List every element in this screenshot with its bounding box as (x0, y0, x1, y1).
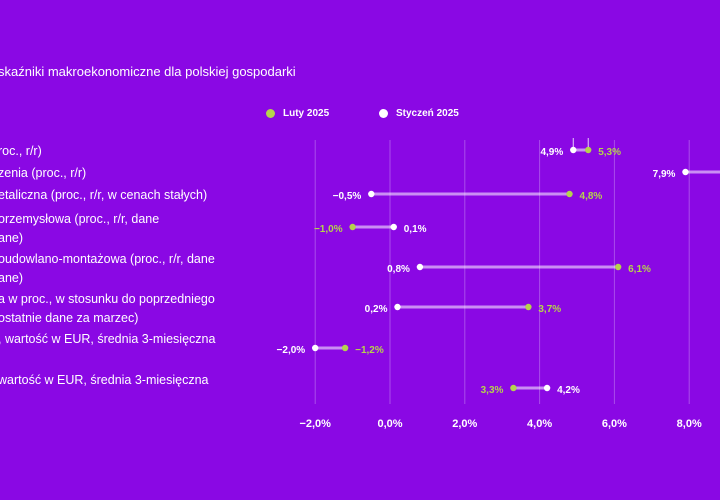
row-label: etaliczna (proc., r/r, w cenach stałych) (0, 186, 207, 205)
x-tick-label: 8,0% (677, 418, 702, 430)
value-label-jan: 7,9% (653, 169, 676, 180)
row-label: zenia (proc., r/r) (0, 164, 86, 183)
row-label-line: oudowlano-montażowa (proc., r/r, dane (0, 252, 215, 266)
legend-item-feb[interactable]: Luty 2025 (266, 108, 329, 119)
point-jan (570, 146, 577, 154)
point-feb (585, 146, 592, 154)
point-feb (341, 344, 349, 352)
point-jan (543, 384, 551, 392)
legend-label-jan: Styczeń 2025 (396, 108, 459, 119)
value-label-jan: 0,1% (404, 224, 427, 235)
row-label-line: ane) (0, 271, 24, 285)
row-label: , wartość w EUR, średnia 3-miesięczna (0, 330, 215, 349)
x-tick-label: 0,0% (377, 418, 402, 430)
point-feb (566, 190, 573, 198)
legend-label-feb: Luty 2025 (283, 108, 330, 119)
chart-title: skaźniki makroekonomiczne dla polskiej g… (0, 64, 296, 79)
value-label-jan: 4,2% (557, 385, 580, 396)
value-label-feb: −1,0% (314, 224, 343, 235)
row-label: oudowlano-montażowa (proc., r/r, dane ane… (0, 250, 215, 288)
point-jan (390, 223, 397, 231)
point-feb (510, 384, 517, 392)
row-label-line: orzemysłowa (proc., r/r, dane (0, 212, 160, 226)
point-jan (416, 263, 424, 271)
value-label-feb: 3,7% (538, 304, 561, 315)
value-label-jan: 4,9% (540, 147, 563, 158)
value-label-feb: 5,3% (598, 147, 621, 158)
point-jan (312, 344, 319, 352)
row-label-line: zenia (proc., r/r) (0, 166, 87, 180)
point-feb (525, 303, 532, 311)
value-label-feb: 4,8% (580, 191, 603, 202)
x-tick-label: 2,0% (452, 418, 477, 430)
value-label-jan: −2,0% (277, 345, 306, 356)
row-label-line: roc., r/r) (0, 144, 42, 158)
legend-dot-jan (379, 109, 388, 118)
value-label-jan: −0,5% (333, 191, 362, 202)
row-label: wartość w EUR, średnia 3-miesięczna (0, 371, 209, 390)
row-label-line: a w proc., w stosunku do poprzedniego (0, 292, 215, 306)
legend-item-jan[interactable]: Styczeń 2025 (379, 108, 459, 119)
value-label-feb: 6,1% (628, 264, 651, 275)
row-label-line: , wartość w EUR, średnia 3-miesięczna (0, 332, 216, 346)
row-label: a w proc., w stosunku do poprzedniego ost… (0, 290, 215, 328)
x-tick-label: −2,0% (299, 418, 331, 430)
row-label: orzemysłowa (proc., r/r, dane ane) (0, 210, 159, 248)
row-label-line: etaliczna (proc., r/r, w cenach stałych) (0, 188, 208, 202)
row-label-line: wartość w EUR, średnia 3-miesięczna (0, 373, 209, 387)
point-feb (614, 263, 622, 271)
row-label: roc., r/r) (0, 142, 42, 161)
row-label-line: ostatnie dane za marzec) (0, 311, 139, 325)
value-label-feb: 3,3% (481, 385, 504, 396)
point-jan (394, 303, 401, 311)
point-jan (368, 190, 375, 198)
value-label-feb: −1,2% (355, 345, 384, 356)
point-jan (682, 168, 689, 176)
x-tick-label: 4,0% (527, 418, 552, 430)
value-label-jan: 0,8% (387, 264, 410, 275)
row-label-line: ane) (0, 231, 24, 245)
x-tick-label: 6,0% (602, 418, 627, 430)
value-label-jan: 0,2% (365, 304, 388, 315)
legend-dot-feb (266, 109, 275, 118)
point-feb (349, 223, 356, 231)
